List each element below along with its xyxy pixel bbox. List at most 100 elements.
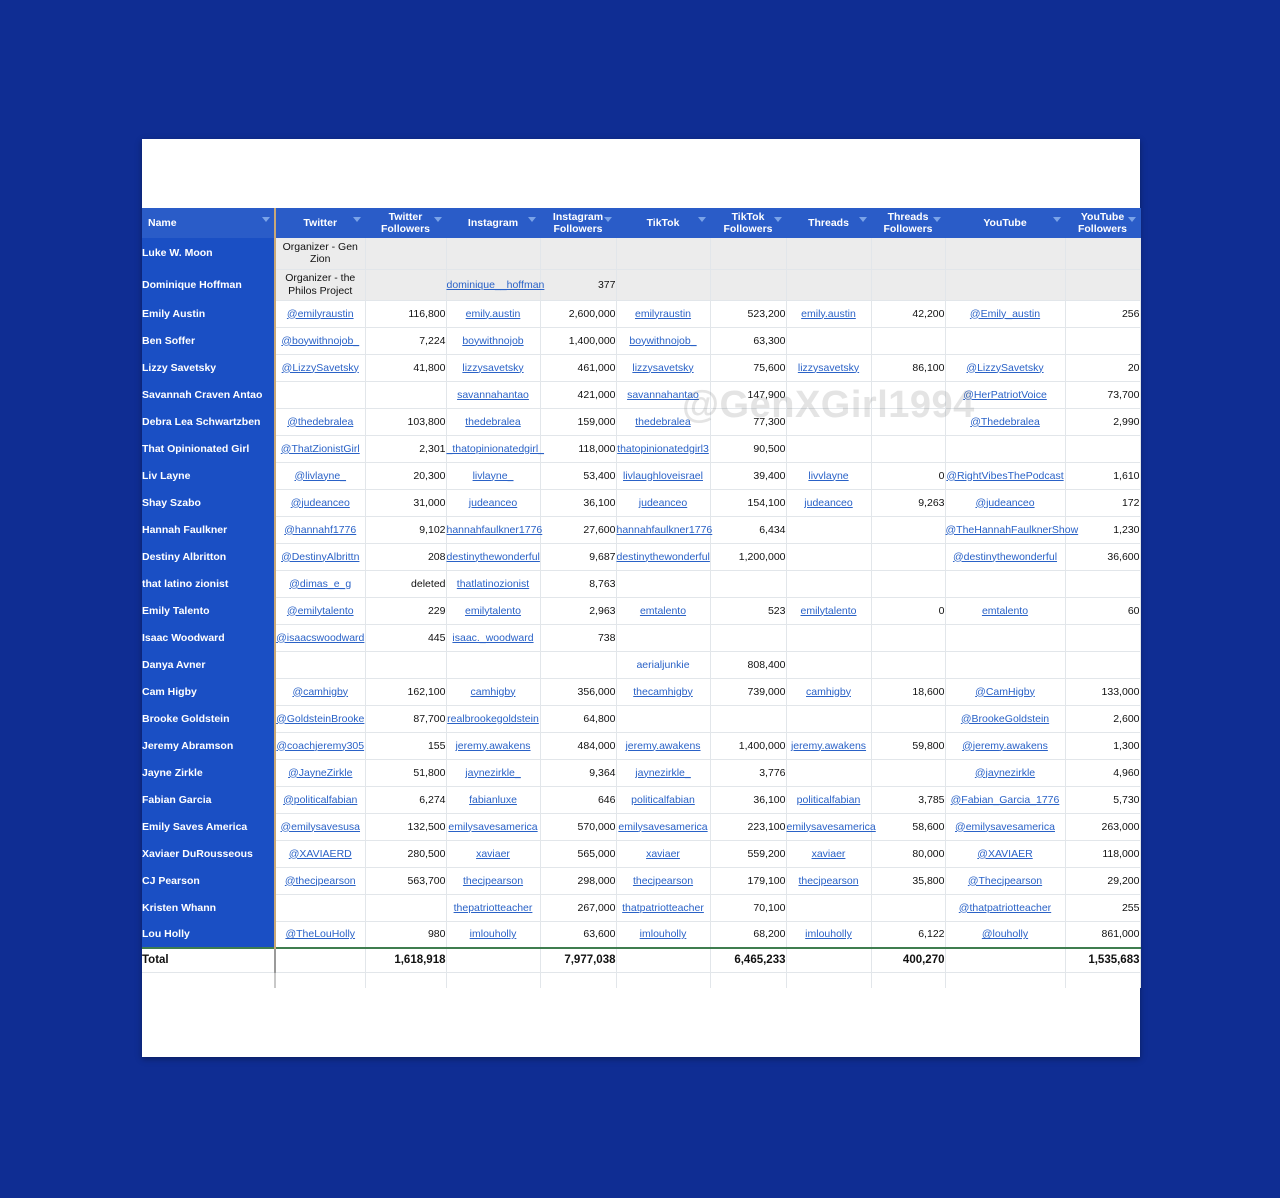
handle-link[interactable]: @emilytalento: [286, 604, 354, 617]
cell-youtube[interactable]: @Thedebralea: [945, 408, 1066, 436]
filter-dropdown-icon[interactable]: [858, 217, 867, 222]
cell-threads[interactable]: judeanceo: [786, 489, 872, 517]
handle-link[interactable]: @hannahf1776: [284, 523, 357, 536]
handle-link[interactable]: @LizzySavetsky: [966, 361, 1044, 374]
cell-threads[interactable]: politicalfabian: [786, 786, 872, 814]
handle-link[interactable]: @BrookeGoldstein: [960, 712, 1050, 725]
filter-dropdown-icon[interactable]: [1127, 217, 1136, 222]
handle-link[interactable]: @judeanceo: [975, 496, 1035, 509]
cell-twitter[interactable]: @emilysavesusa: [275, 813, 366, 841]
cell-instagram[interactable]: realbrookegoldstein: [446, 705, 541, 733]
cell-youtube[interactable]: @jeremy.awakens: [945, 732, 1066, 760]
handle-link[interactable]: @RightVibesThePodcast: [946, 469, 1064, 482]
handle-link[interactable]: jeremy.awakens: [625, 739, 701, 752]
handle-link[interactable]: thatpatriotteacher: [622, 901, 704, 914]
cell-instagram[interactable]: livlayne_: [446, 462, 541, 490]
handle-link[interactable]: emily.austin: [801, 307, 856, 320]
cell-threads[interactable]: thecjpearson: [786, 867, 872, 895]
handle-link[interactable]: judeanceo: [804, 496, 853, 509]
cell-twitter[interactable]: @isaacswoodward: [275, 624, 366, 652]
cell-tiktok[interactable]: destinythewonderful: [616, 543, 711, 571]
cell-threads[interactable]: lizzysavetsky: [786, 354, 872, 382]
handle-link[interactable]: realbrookegoldstein: [447, 712, 539, 725]
cell-threads[interactable]: imlouholly: [786, 921, 872, 949]
cell-instagram[interactable]: judeanceo: [446, 489, 541, 517]
cell-tiktok[interactable]: thatopinionatedgirl3: [616, 435, 711, 463]
handle-link[interactable]: thecjpearson: [462, 874, 524, 887]
handle-link[interactable]: @TheHannahFaulknerShow: [945, 523, 1079, 536]
cell-tiktok[interactable]: emilysavesamerica: [616, 813, 711, 841]
cell-youtube[interactable]: @TheHannahFaulknerShow: [945, 516, 1078, 544]
handle-link[interactable]: @TheLouHolly: [285, 928, 356, 941]
handle-link[interactable]: xaviaer: [811, 847, 846, 860]
cell-tiktok[interactable]: aerialjunkie: [616, 651, 711, 679]
handle-link[interactable]: camhigby: [806, 685, 851, 698]
filter-dropdown-icon[interactable]: [773, 217, 782, 222]
cell-tiktok[interactable]: hannahfaulkner1776: [616, 516, 712, 544]
handle-link[interactable]: thecjpearson: [798, 874, 859, 887]
handle-link[interactable]: thedebralea: [465, 415, 521, 428]
cell-youtube[interactable]: @HerPatriotVoice: [945, 381, 1066, 409]
cell-twitter[interactable]: @judeanceo: [275, 489, 366, 517]
cell-twitter[interactable]: @politicalfabian: [275, 786, 366, 814]
handle-link[interactable]: politicalfabian: [796, 793, 861, 806]
cell-tiktok[interactable]: livlaughloveisrael: [616, 462, 711, 490]
cell-twitter[interactable]: @XAVIAERD: [275, 840, 366, 868]
cell-twitter[interactable]: @LizzySavetsky: [275, 354, 366, 382]
filter-dropdown-icon[interactable]: [603, 217, 612, 222]
handle-link[interactable]: @boywithnojob_: [281, 334, 360, 347]
handle-link[interactable]: @GoldsteinBrooke: [276, 712, 365, 725]
handle-link[interactable]: boywithnojob: [462, 334, 524, 347]
cell-tiktok[interactable]: judeanceo: [616, 489, 711, 517]
handle-link[interactable]: @thatpatriotteacher: [958, 901, 1052, 914]
handle-link[interactable]: @JayneZirkle: [288, 766, 353, 779]
cell-tiktok[interactable]: jaynezirkle_: [616, 759, 711, 787]
cell-instagram[interactable]: isaac._woodward: [446, 624, 541, 652]
cell-twitter[interactable]: @boywithnojob_: [275, 327, 366, 355]
handle-link[interactable]: @Fabian_Garcia_1776: [950, 793, 1060, 806]
handle-link[interactable]: @XAVIAERD: [288, 847, 352, 860]
cell-instagram[interactable]: thedebralea: [446, 408, 541, 436]
column-header-tiktok_followers[interactable]: TikTok Followers: [710, 208, 787, 238]
cell-youtube[interactable]: @Fabian_Garcia_1776: [945, 786, 1066, 814]
cell-twitter[interactable]: @JayneZirkle: [275, 759, 366, 787]
cell-tiktok[interactable]: thecjpearson: [616, 867, 711, 895]
cell-threads[interactable]: emilytalento: [786, 597, 872, 625]
handle-link[interactable]: thedebralea: [635, 415, 691, 428]
cell-instagram[interactable]: boywithnojob: [446, 327, 541, 355]
handle-link[interactable]: savannahantao: [457, 388, 529, 401]
filter-dropdown-icon[interactable]: [1052, 217, 1061, 222]
cell-twitter[interactable]: @emilytalento: [275, 597, 366, 625]
handle-link[interactable]: livlaughloveisrael: [623, 469, 703, 482]
column-header-name[interactable]: Name: [142, 208, 276, 238]
handle-link[interactable]: @camhigby: [292, 685, 349, 698]
cell-tiktok[interactable]: xaviaer: [616, 840, 711, 868]
handle-link[interactable]: isaac._woodward: [452, 631, 534, 644]
handle-link[interactable]: emilysavesamerica: [618, 820, 708, 833]
handle-link[interactable]: livlayne_: [472, 469, 514, 482]
cell-tiktok[interactable]: emilyraustin: [616, 300, 711, 328]
cell-tiktok[interactable]: politicalfabian: [616, 786, 711, 814]
handle-link[interactable]: emilytalento: [464, 604, 522, 617]
column-header-tiktok[interactable]: TikTok: [616, 208, 711, 238]
handle-link[interactable]: imlouholly: [639, 928, 687, 941]
handle-link[interactable]: boywithnojob_: [629, 334, 697, 347]
column-header-instagram_followers[interactable]: Instagram Followers: [540, 208, 617, 238]
handle-link[interactable]: @thedebralea: [287, 415, 354, 428]
cell-instagram[interactable]: camhigby: [446, 678, 541, 706]
cell-instagram[interactable]: dominique__hoffman: [446, 269, 544, 301]
handle-link[interactable]: _thatopinionatedgirl_: [446, 442, 545, 455]
handle-link[interactable]: destinythewonderful: [446, 550, 540, 563]
cell-youtube[interactable]: @jaynezirkle: [945, 759, 1066, 787]
handle-link[interactable]: lizzysavetsky: [632, 361, 694, 374]
handle-link[interactable]: jeremy.awakens: [455, 739, 531, 752]
handle-link[interactable]: savannahantao: [627, 388, 699, 401]
column-header-threads_followers[interactable]: Threads Followers: [871, 208, 946, 238]
cell-tiktok[interactable]: emtalento: [616, 597, 711, 625]
cell-threads[interactable]: xaviaer: [786, 840, 872, 868]
cell-youtube[interactable]: @XAVIAER: [945, 840, 1066, 868]
handle-link[interactable]: @jaynezirkle: [974, 766, 1036, 779]
handle-link[interactable]: politicalfabian: [631, 793, 695, 806]
cell-twitter[interactable]: @livlayne_: [275, 462, 366, 490]
handle-link[interactable]: @Emily_austin: [969, 307, 1041, 320]
